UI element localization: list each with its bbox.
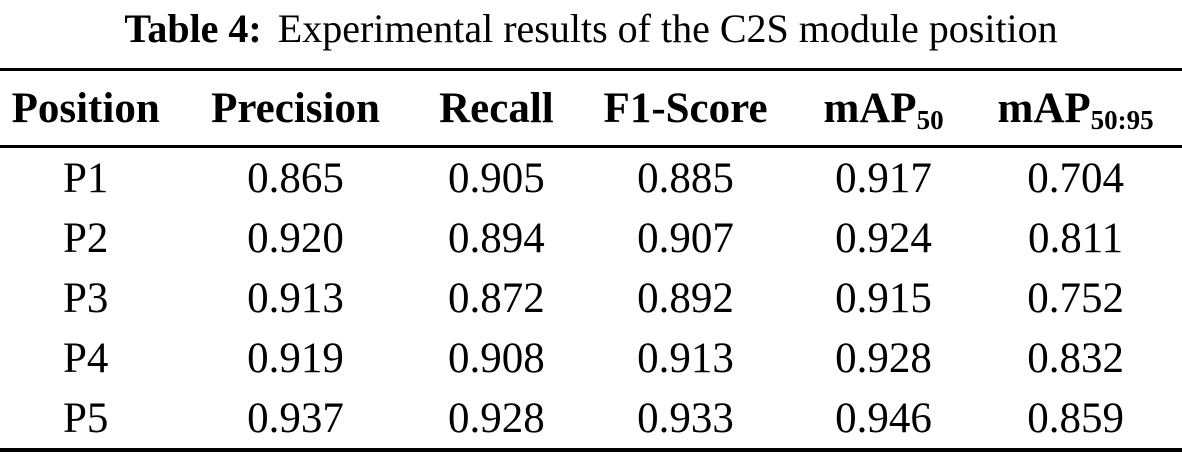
cell-position: P4 bbox=[62, 334, 109, 382]
cell-recall: 0.894 bbox=[448, 214, 545, 262]
cell-precision: 0.920 bbox=[247, 214, 344, 262]
cell-f1-score: 0.885 bbox=[637, 154, 734, 202]
column-header-map50-95: mAP50:95 bbox=[969, 69, 1182, 148]
cell-map50-95: 0.704 bbox=[1027, 154, 1124, 202]
header-label: Recall bbox=[439, 84, 554, 132]
cell-map50-95: 0.752 bbox=[1027, 274, 1124, 322]
cell-recall: 0.872 bbox=[448, 274, 545, 322]
table-header: Position Precision Recall F1-Score mAP50… bbox=[0, 69, 1182, 148]
header-subscript: 50:95 bbox=[1090, 104, 1154, 135]
column-header-map50: mAP50 bbox=[797, 69, 970, 148]
results-table: Position Precision Recall F1-Score mAP50… bbox=[0, 68, 1182, 452]
cell-f1-score: 0.892 bbox=[637, 274, 734, 322]
cell-position: P3 bbox=[62, 274, 109, 322]
table-row-p3: P3 0.913 0.872 0.892 0.915 0.752 bbox=[0, 268, 1182, 328]
table-caption-text: Experimental results of the C2S module p… bbox=[277, 6, 1058, 51]
table-row-p4: P4 0.919 0.908 0.913 0.928 0.832 bbox=[0, 328, 1182, 388]
column-header-f1-score: F1-Score bbox=[573, 69, 798, 148]
cell-map50: 0.924 bbox=[835, 214, 932, 262]
column-header-recall: Recall bbox=[419, 69, 574, 148]
cell-map50: 0.915 bbox=[835, 274, 932, 322]
header-subscript: 50 bbox=[916, 104, 944, 135]
table-caption-label: Table 4: bbox=[124, 6, 262, 51]
header-label: Precision bbox=[211, 84, 380, 132]
cell-precision: 0.919 bbox=[247, 334, 344, 382]
column-header-position: Position bbox=[0, 69, 172, 148]
column-header-precision: Precision bbox=[171, 69, 420, 148]
cell-position: P5 bbox=[62, 394, 109, 442]
header-label: mAP bbox=[823, 84, 917, 132]
cell-f1-score: 0.933 bbox=[637, 394, 734, 442]
cell-f1-score: 0.907 bbox=[637, 214, 734, 262]
header-label: mAP bbox=[997, 84, 1091, 132]
cell-recall: 0.908 bbox=[448, 334, 545, 382]
cell-map50-95: 0.811 bbox=[1028, 214, 1124, 262]
table-caption: Table 4: Experimental results of the C2S… bbox=[0, 0, 1182, 58]
cell-f1-score: 0.913 bbox=[637, 334, 734, 382]
cell-precision: 0.865 bbox=[247, 154, 344, 202]
cell-precision: 0.937 bbox=[247, 394, 344, 442]
cell-map50: 0.946 bbox=[835, 394, 932, 442]
cell-recall: 0.905 bbox=[448, 154, 545, 202]
header-label: F1-Score bbox=[603, 84, 768, 132]
cell-map50-95: 0.832 bbox=[1027, 334, 1124, 382]
cell-map50-95: 0.859 bbox=[1027, 394, 1124, 442]
table-row-p1: P1 0.865 0.905 0.885 0.917 0.704 bbox=[0, 147, 1182, 209]
table-row-p2: P2 0.920 0.894 0.907 0.924 0.811 bbox=[0, 208, 1182, 268]
header-label: Position bbox=[11, 84, 160, 132]
cell-precision: 0.913 bbox=[247, 274, 344, 322]
cell-position: P2 bbox=[62, 214, 109, 262]
header-row: Position Precision Recall F1-Score mAP50… bbox=[0, 69, 1182, 148]
cell-position: P1 bbox=[62, 154, 109, 202]
table-body: P1 0.865 0.905 0.885 0.917 0.704 P2 0.92… bbox=[0, 147, 1182, 451]
cell-recall: 0.928 bbox=[448, 394, 545, 442]
cell-map50: 0.928 bbox=[835, 334, 932, 382]
cell-map50: 0.917 bbox=[835, 154, 932, 202]
table-row-p5: P5 0.937 0.928 0.933 0.946 0.859 bbox=[0, 388, 1182, 450]
